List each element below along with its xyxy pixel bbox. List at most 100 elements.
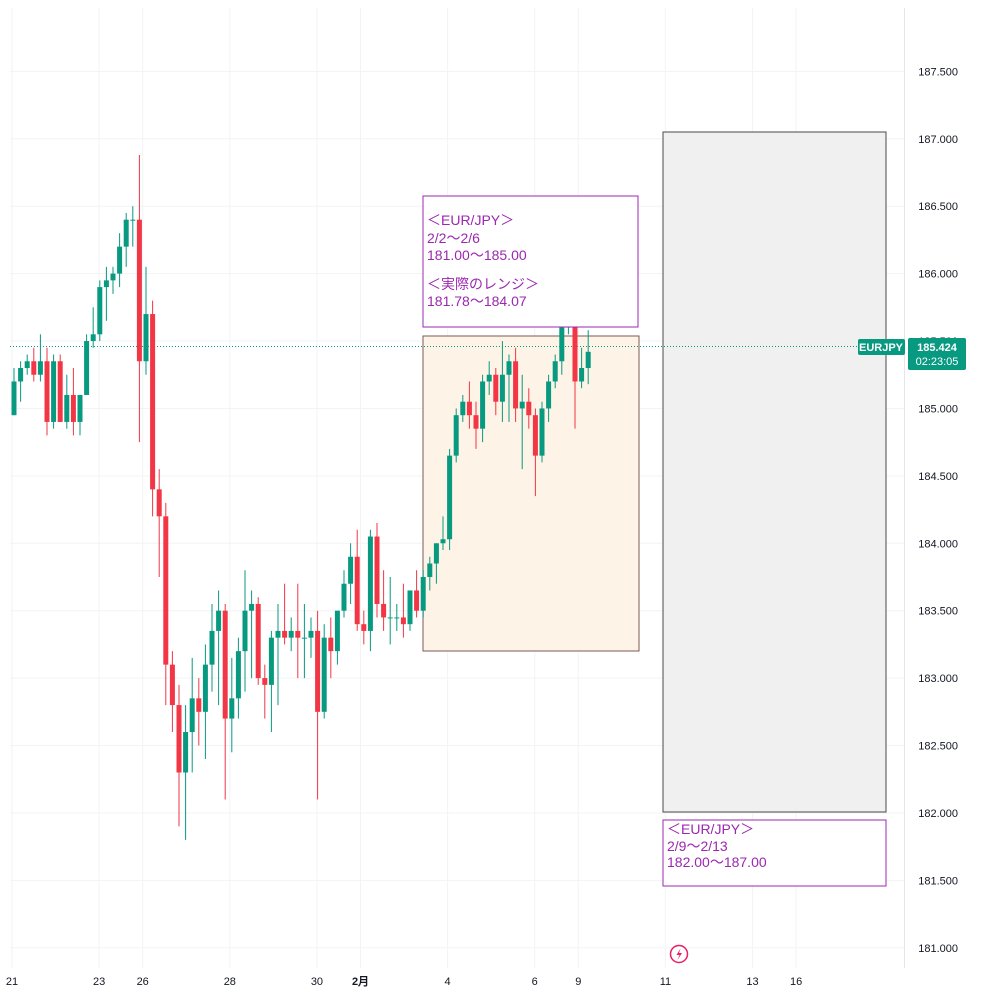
price-tick-label: 184.000 bbox=[918, 538, 958, 550]
candle bbox=[579, 347, 585, 389]
actual-range-rect bbox=[422, 335, 640, 652]
symbol-tag: EURJPY bbox=[858, 339, 905, 355]
current-week-note-dates: 2/2〜2/6 bbox=[427, 230, 480, 246]
candle bbox=[44, 347, 50, 436]
time-tick-label: 26 bbox=[137, 976, 149, 988]
candle bbox=[255, 597, 261, 685]
last-price-tag: 185.424 02:23:05 bbox=[908, 338, 966, 370]
candle-body bbox=[130, 219, 136, 221]
candle bbox=[427, 556, 433, 591]
candle-body bbox=[519, 401, 525, 409]
candle-body bbox=[414, 590, 420, 611]
candle-body bbox=[579, 368, 585, 382]
candle-body bbox=[282, 630, 288, 638]
candle bbox=[90, 307, 96, 348]
candle-body bbox=[572, 307, 578, 382]
candle bbox=[11, 368, 17, 416]
price-tick-label: 181.500 bbox=[918, 875, 958, 887]
candle-body bbox=[301, 637, 307, 639]
candle bbox=[51, 354, 57, 429]
candle-body bbox=[486, 374, 492, 382]
candle-body bbox=[315, 630, 321, 712]
candle-body bbox=[196, 698, 202, 712]
lightning-icon[interactable] bbox=[669, 944, 689, 964]
candle-body bbox=[262, 678, 268, 685]
candle-body bbox=[64, 394, 70, 422]
price-tick-label: 187.500 bbox=[918, 66, 958, 78]
candle bbox=[275, 603, 281, 706]
candle bbox=[493, 368, 499, 416]
candle-body bbox=[156, 489, 162, 517]
candle bbox=[394, 603, 400, 631]
price-tick-label: 186.500 bbox=[918, 201, 958, 213]
candle bbox=[440, 516, 446, 551]
candle-body bbox=[103, 280, 109, 288]
candle-body bbox=[110, 273, 116, 281]
candle bbox=[348, 543, 354, 604]
candle bbox=[506, 354, 512, 422]
candle bbox=[229, 657, 235, 753]
candle bbox=[532, 408, 538, 497]
candle bbox=[110, 266, 116, 294]
candle bbox=[447, 448, 453, 551]
candle-body bbox=[268, 637, 274, 685]
candle bbox=[400, 583, 406, 638]
candle bbox=[77, 394, 83, 436]
candle-body bbox=[295, 630, 301, 638]
candle-body bbox=[136, 219, 142, 362]
candle bbox=[84, 334, 90, 395]
candle-body bbox=[367, 536, 373, 631]
candle bbox=[301, 603, 307, 679]
candle bbox=[466, 381, 472, 429]
price-tick-label: 184.500 bbox=[918, 471, 958, 483]
candle-body bbox=[229, 698, 235, 719]
candle bbox=[407, 590, 413, 631]
candle bbox=[282, 583, 288, 645]
candle-body bbox=[163, 516, 169, 665]
candle-body bbox=[123, 219, 129, 247]
candle bbox=[315, 610, 321, 800]
candle bbox=[552, 354, 558, 389]
next-week-range-box bbox=[662, 131, 887, 813]
next-week-note-dates: 2/9〜2/13 bbox=[667, 838, 728, 854]
price-tick-label: 186.000 bbox=[918, 269, 958, 281]
candle bbox=[295, 583, 301, 679]
candle-body bbox=[31, 361, 37, 375]
candle-body bbox=[77, 394, 83, 422]
candle bbox=[64, 374, 70, 429]
candle bbox=[37, 334, 43, 382]
candle-body bbox=[24, 361, 30, 368]
candle bbox=[328, 617, 334, 679]
candle-body bbox=[506, 361, 512, 375]
time-tick-label: 23 bbox=[93, 976, 105, 988]
candle bbox=[341, 570, 347, 618]
candle-body bbox=[480, 381, 486, 429]
candle bbox=[381, 570, 387, 631]
candle-body bbox=[440, 539, 446, 544]
candle bbox=[559, 320, 565, 375]
candle-body bbox=[11, 381, 17, 416]
candle-body bbox=[44, 361, 50, 422]
candle-body bbox=[84, 341, 90, 395]
current-week-note-actual: 181.78〜184.07 bbox=[427, 293, 527, 309]
next-week-note-forecast: 182.00〜187.00 bbox=[667, 854, 767, 870]
current-week-note-actual-title: ＜実際のレンジ＞ bbox=[427, 276, 539, 292]
candle bbox=[433, 543, 439, 584]
candle-body bbox=[235, 651, 241, 699]
candle-body bbox=[222, 610, 228, 719]
candle bbox=[420, 570, 426, 618]
bar-countdown-label: 02:23:05 bbox=[916, 356, 959, 368]
current-week-note: ＜EUR/JPY＞ 2/2〜2/6 181.00〜185.00 ＜実際のレンジ＞… bbox=[422, 195, 639, 328]
time-tick-label: 28 bbox=[224, 976, 236, 988]
candle bbox=[473, 401, 479, 449]
time-tick-label: 6 bbox=[532, 976, 538, 988]
candle bbox=[374, 523, 380, 618]
next-week-note: ＜EUR/JPY＞ 2/9〜2/13 182.00〜187.00 bbox=[662, 819, 887, 887]
candle bbox=[513, 347, 519, 422]
time-axis[interactable]: 21 23 26 28 30 2月 4 6 9 11 13 16 bbox=[6, 975, 802, 988]
candle-body bbox=[255, 603, 261, 679]
candle-body bbox=[150, 314, 156, 490]
candle-body bbox=[97, 287, 103, 335]
candle-body bbox=[288, 630, 294, 638]
